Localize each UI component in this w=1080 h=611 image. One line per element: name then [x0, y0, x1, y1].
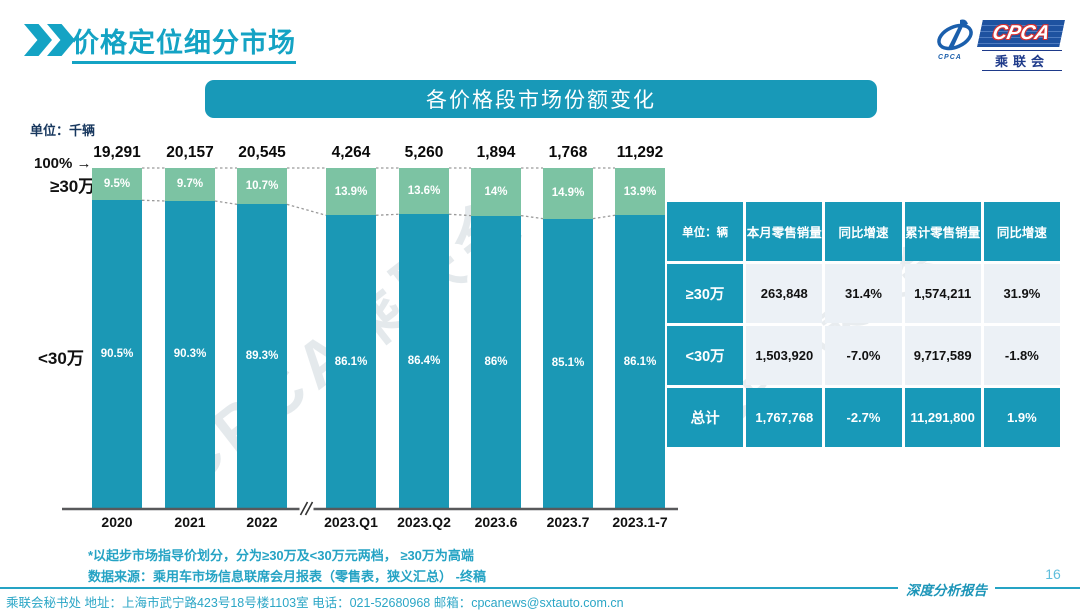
cpca-logo: CPCA CPCA 乘联会: [932, 14, 1065, 71]
table-cell: 31.9%: [983, 264, 1060, 323]
page-number: 16: [1045, 566, 1061, 582]
table-row: ≥30万 263,848 31.4% 1,574,211 31.9%: [667, 264, 1060, 323]
bar-segment-ge30: 9.7%: [165, 168, 215, 201]
cpca-logo-box: CPCA: [977, 20, 1065, 47]
table-row: <30万 1,503,920 -7.0% 9,717,589 -1.8%: [667, 326, 1060, 385]
bar-segment-ge30: 14%: [471, 168, 521, 216]
unit-label: 单位：千辆: [30, 123, 96, 138]
table-row-label: <30万: [667, 326, 744, 385]
x-axis-label: 2023.7: [546, 514, 590, 530]
bar-segment-ge30: 13.9%: [326, 168, 376, 216]
footnote: *以起步市场指导价划分，分为≥30万及<30万元两档， ≥30万为高端: [88, 548, 474, 563]
x-axis-label: 2023.1-7: [612, 514, 668, 530]
table-cell: 9,717,589: [904, 326, 981, 385]
x-axis-label: 2023.Q1: [324, 514, 378, 530]
table-cell: -7.0%: [825, 326, 902, 385]
bar-segment-ge30: 13.9%: [615, 168, 665, 216]
bar-segment-lt30: 86.1%: [615, 215, 665, 508]
table-cell: 263,848: [746, 264, 823, 323]
footer-contact: 乘联会秘书处 地址：上海市武宁路423号18号楼1103室 电话：021-526…: [6, 596, 624, 610]
table-cell: 1,503,920: [746, 326, 823, 385]
table-header-cell: 同比增速: [825, 202, 902, 261]
table-row-label: 总计: [667, 388, 744, 447]
bar-segment-lt30: 86.1%: [326, 215, 376, 508]
arrow-right-icon: →: [76, 155, 92, 172]
segment-label-lt30: <30万: [38, 349, 84, 368]
table-header-row: 单位：辆 本月零售销量 同比增速 累计零售销量 同比增速: [667, 202, 1060, 261]
bar-total-label: 1,894: [476, 144, 516, 161]
bar-segment-ge30: 9.5%: [92, 168, 142, 201]
axis-100-label: 100% →: [34, 155, 92, 172]
bar-segment-ge30: 10.7%: [237, 168, 287, 205]
cpca-swoosh-icon: [937, 19, 973, 51]
cpca-logo-subtitle: 乘联会: [982, 50, 1062, 71]
bar-total-label: 11,292: [616, 144, 664, 161]
sales-data-table: 单位：辆 本月零售销量 同比增速 累计零售销量 同比增速 ≥30万 263,848 31.4%…: [664, 199, 1063, 450]
cpca-logo-text: CPCA: [990, 22, 1052, 44]
segment-label-ge30: ≥30万: [50, 177, 96, 196]
table-cell: -2.7%: [825, 388, 902, 447]
footer-divider: [0, 587, 1080, 589]
x-axis-label: 2022: [246, 514, 278, 530]
bar-segment-lt30: 90.5%: [92, 200, 142, 508]
x-axis-label: 2021: [174, 514, 206, 530]
bar-segment-lt30: 85.1%: [543, 218, 593, 508]
bar-total-label: 1,768: [548, 144, 588, 161]
table-row-label: ≥30万: [667, 264, 744, 323]
bar-total-label: 20,157: [166, 144, 214, 161]
bar-total-label: 19,291: [93, 144, 141, 161]
bar-segment-ge30: 13.6%: [399, 168, 449, 215]
bar-total-label: 20,545: [238, 144, 286, 161]
table-cell: 1,767,768: [746, 388, 823, 447]
table-cell: 11,291,800: [904, 388, 981, 447]
table-cell: 1,574,211: [904, 264, 981, 323]
bar-total-label: 4,264: [331, 144, 371, 161]
table-cell: -1.8%: [983, 326, 1060, 385]
x-axis-label: 2023.6: [474, 514, 518, 530]
table-cell: 1.9%: [983, 388, 1060, 447]
table-row: 总计 1,767,768 -2.7% 11,291,800 1.9%: [667, 388, 1060, 447]
bar-segment-lt30: 86%: [471, 215, 521, 508]
chart-title-banner: 各价格段市场份额变化: [205, 80, 877, 118]
table-header-cell: 单位：辆: [667, 202, 744, 261]
table-header-cell: 本月零售销量: [746, 202, 823, 261]
table-header-cell: 累计零售销量: [904, 202, 981, 261]
chart-title: 各价格段市场份额变化: [426, 89, 656, 112]
table-cell: 31.4%: [825, 264, 902, 323]
cpca-logo-small-text: CPCA: [938, 54, 962, 61]
footnote-source: 数据来源：乘用车市场信息联席会月报表（零售表，狭义汇总） -终稿: [88, 569, 486, 584]
bar-total-label: 5,260: [404, 144, 444, 161]
chevron-right-icon: [24, 24, 52, 56]
page-title: 价格定位细分市场: [72, 21, 296, 64]
x-axis-label: 2020: [101, 514, 133, 530]
report-type-label: 深度分析报告: [898, 579, 995, 599]
bar-segment-lt30: 89.3%: [237, 204, 287, 508]
bar-segment-ge30: 14.9%: [543, 168, 593, 219]
table-header-cell: 同比增速: [983, 202, 1060, 261]
bar-segment-lt30: 90.3%: [165, 200, 215, 508]
x-axis-label: 2023.Q2: [397, 514, 451, 530]
bar-segment-lt30: 86.4%: [399, 214, 449, 508]
